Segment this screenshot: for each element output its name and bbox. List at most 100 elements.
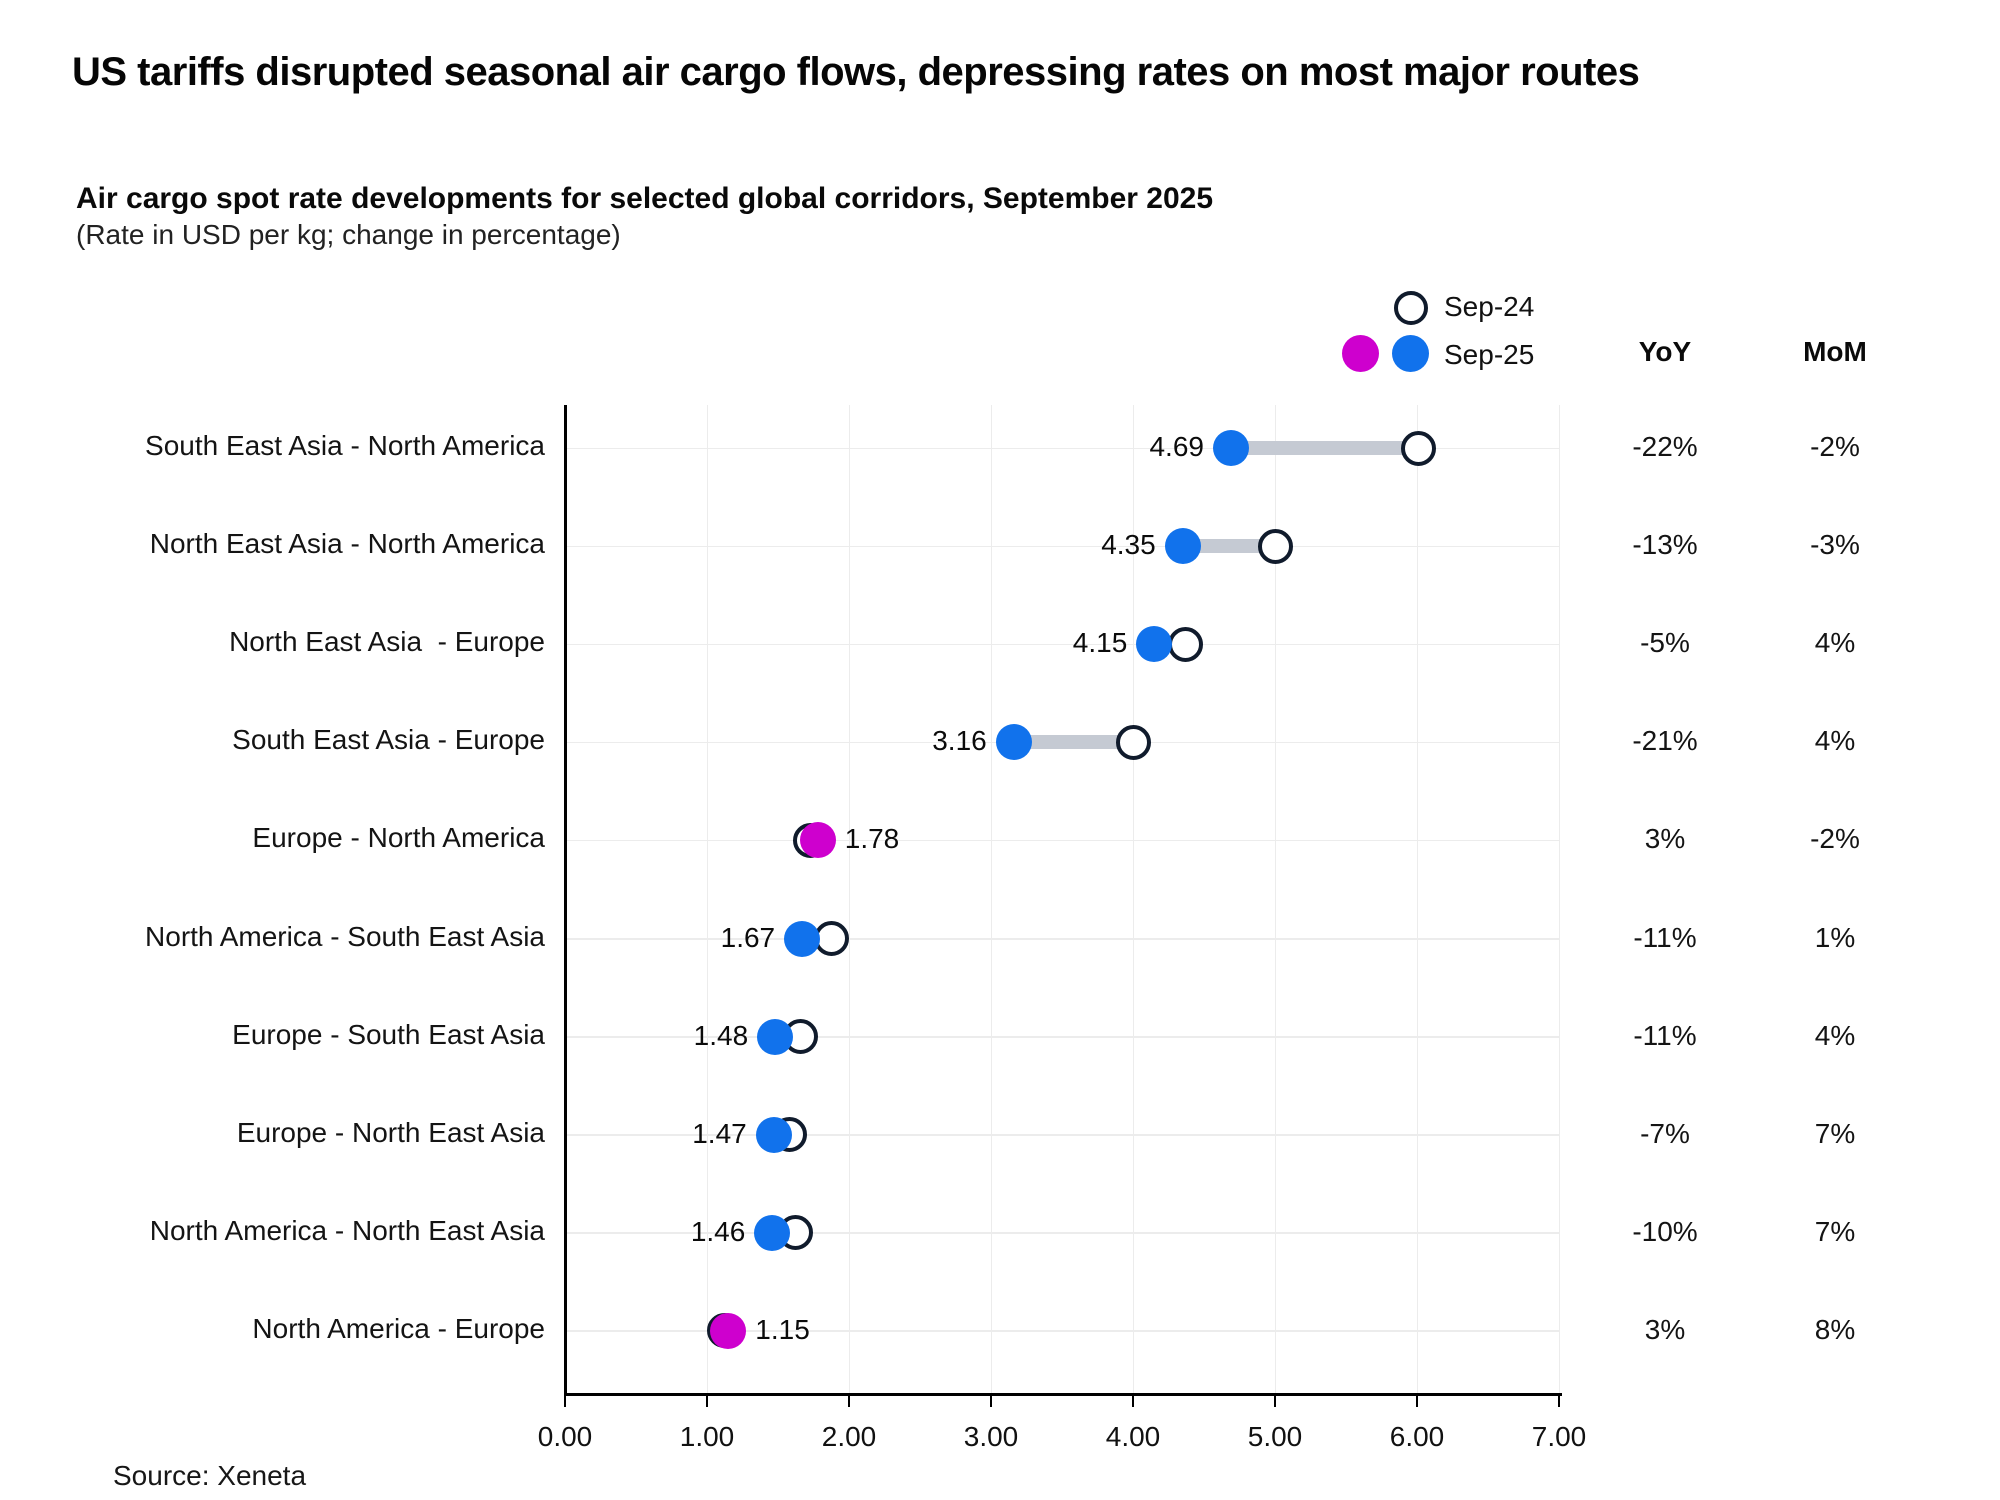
horizontal-gridline xyxy=(565,1232,1559,1234)
row-label: Europe - South East Asia xyxy=(232,1018,545,1050)
mom-value: 1% xyxy=(1814,921,1856,953)
row-label: North America - South East Asia xyxy=(145,920,545,952)
mom-value: -2% xyxy=(1810,431,1860,462)
mom-value: 8% xyxy=(1814,1313,1856,1345)
x-axis-tick-label: 3.00 xyxy=(963,1421,1019,1452)
x-axis-tick xyxy=(564,1396,566,1407)
yoy-value: -5% xyxy=(1640,627,1690,659)
value-label: 1.47 xyxy=(692,1117,747,1149)
column-header-mom: MoM xyxy=(1803,336,1867,367)
legend-sep24-label: Sep-24 xyxy=(1444,291,1535,322)
horizontal-gridline xyxy=(565,1036,1559,1038)
sep24-dot xyxy=(1115,724,1151,760)
yoy-value: -10% xyxy=(1632,1215,1698,1247)
mom-value: 4% xyxy=(1814,1019,1856,1051)
x-axis-tick xyxy=(990,1396,992,1407)
sep25-dot xyxy=(1164,528,1201,565)
x-axis-line xyxy=(564,1393,1562,1396)
mom-value: 7% xyxy=(1814,1215,1856,1247)
yoy-value: 3% xyxy=(1644,1313,1686,1345)
sep25-dot xyxy=(755,1116,792,1153)
chart-subtitle: Air cargo spot rate developments for sel… xyxy=(76,182,1214,215)
x-axis-tick-label: 0.00 xyxy=(537,1421,593,1452)
value-label: 1.67 xyxy=(720,921,776,953)
horizontal-gridline xyxy=(565,938,1559,940)
sep25-dot xyxy=(799,822,836,859)
value-label: 4.35 xyxy=(1101,529,1156,561)
value-label: 1.46 xyxy=(690,1215,746,1247)
sep25-dot xyxy=(784,920,821,957)
mom-value: 4% xyxy=(1814,627,1856,659)
row-label: North East Asia - North America xyxy=(149,528,545,560)
row-label: Europe - North America xyxy=(252,822,545,854)
vertical-gridline xyxy=(1132,405,1134,1393)
value-label: 1.48 xyxy=(693,1019,749,1051)
value-label: 3.16 xyxy=(932,725,987,757)
vertical-gridline xyxy=(990,405,992,1393)
source-note: Source: Xeneta xyxy=(113,1460,307,1491)
sep24-dot xyxy=(1257,528,1293,564)
legend-sep25-magenta-icon xyxy=(1342,335,1379,372)
x-axis-tick-label: 7.00 xyxy=(1531,1421,1587,1452)
legend-sep25-label: Sep-25 xyxy=(1444,339,1535,370)
x-axis-tick-label: 5.00 xyxy=(1247,1421,1303,1452)
connector-bar xyxy=(1230,441,1419,455)
mom-value: -3% xyxy=(1810,529,1860,561)
row-label: North East Asia - Europe xyxy=(229,626,545,658)
yoy-value: -21% xyxy=(1632,725,1698,757)
horizontal-gridline xyxy=(565,839,1559,842)
x-axis-tick xyxy=(1132,1396,1134,1407)
legend-sep25-blue-icon xyxy=(1392,335,1429,372)
sep25-dot xyxy=(710,1312,747,1349)
x-axis-tick xyxy=(1558,1396,1560,1407)
sep24-dot xyxy=(1168,626,1204,662)
x-axis-tick xyxy=(706,1396,708,1407)
yoy-value: 3% xyxy=(1644,823,1686,855)
chart-subtitle-note: (Rate in USD per kg; change in percentag… xyxy=(76,219,621,250)
row-label: South East Asia - North America xyxy=(145,430,545,461)
horizontal-gridline xyxy=(565,545,1559,548)
legend-sep24-circle-icon xyxy=(1394,291,1428,325)
sep25-dot xyxy=(757,1018,794,1055)
sep24-dot xyxy=(1400,430,1436,466)
row-label: South East Asia - Europe xyxy=(232,724,545,756)
vertical-gridline xyxy=(1558,405,1560,1393)
vertical-gridline xyxy=(848,405,850,1393)
yoy-value: -13% xyxy=(1632,529,1698,561)
horizontal-gridline xyxy=(565,1330,1559,1332)
mom-value: -2% xyxy=(1810,823,1860,855)
x-axis-tick-label: 4.00 xyxy=(1105,1421,1161,1452)
sep25-dot xyxy=(1136,626,1173,663)
row-label: North America - North East Asia xyxy=(149,1214,545,1246)
sep25-dot xyxy=(995,724,1032,761)
row-label: North America - Europe xyxy=(252,1312,545,1344)
row-label: Europe - North East Asia xyxy=(236,1116,545,1148)
yoy-value: -11% xyxy=(1633,921,1697,953)
sep25-dot xyxy=(754,1214,791,1251)
x-axis-tick xyxy=(848,1396,850,1407)
yoy-value: -7% xyxy=(1640,1117,1690,1149)
connector-bar xyxy=(1013,735,1133,750)
column-header-yoy: YoY xyxy=(1638,336,1692,367)
yoy-value: -11% xyxy=(1633,1019,1697,1051)
vertical-gridline xyxy=(706,405,708,1393)
value-label: 4.69 xyxy=(1149,431,1204,462)
value-label: 1.15 xyxy=(755,1313,810,1345)
horizontal-gridline xyxy=(565,643,1559,646)
sep25-dot xyxy=(1212,430,1249,466)
yoy-value: -22% xyxy=(1632,431,1698,462)
value-label: 1.78 xyxy=(844,823,900,855)
x-axis-tick xyxy=(1416,1396,1418,1407)
x-axis-tick-label: 6.00 xyxy=(1389,1421,1445,1452)
y-axis-line xyxy=(564,405,567,1395)
x-axis-tick-label: 1.00 xyxy=(679,1421,735,1452)
chart-headline: US tariffs disrupted seasonal air cargo … xyxy=(72,50,1640,94)
vertical-gridline xyxy=(1416,405,1418,1393)
horizontal-gridline xyxy=(565,447,1559,449)
vertical-gridline xyxy=(1274,405,1276,1393)
value-label: 4.15 xyxy=(1072,627,1128,659)
x-axis-tick-label: 2.00 xyxy=(821,1421,877,1452)
horizontal-gridline xyxy=(565,1134,1559,1136)
mom-value: 4% xyxy=(1814,725,1856,757)
